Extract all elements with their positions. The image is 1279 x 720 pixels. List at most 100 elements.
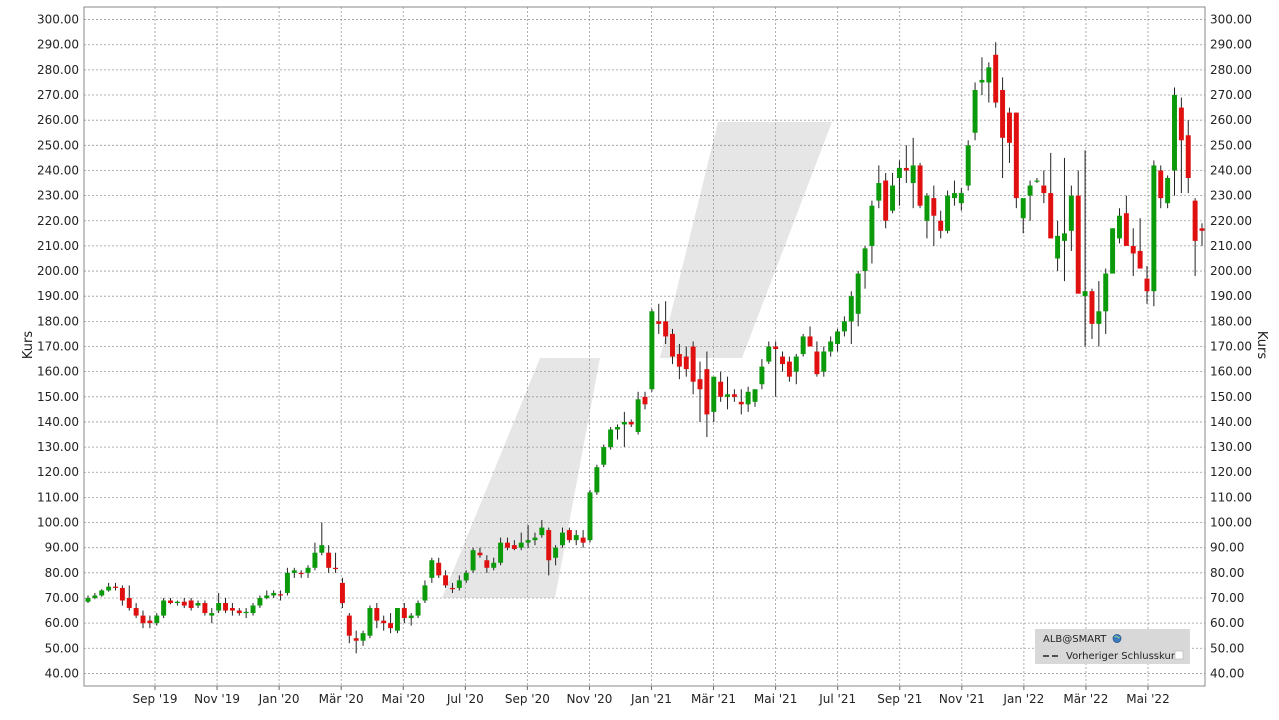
candle-body-down — [278, 594, 284, 596]
candle — [642, 391, 648, 410]
candle-body-up — [209, 613, 215, 616]
candle — [862, 245, 868, 289]
candle — [566, 527, 572, 543]
candle — [491, 557, 497, 571]
candle — [690, 341, 696, 395]
candle — [1185, 120, 1191, 194]
y-tick-label-left: 100.00 — [37, 516, 79, 530]
candle-body-up — [945, 195, 951, 231]
candle-body-up — [649, 311, 655, 390]
y-tick-label-left: 250.00 — [37, 138, 79, 152]
y-tick-label-left: 190.00 — [37, 289, 79, 303]
y-tick-label-left: 50.00 — [45, 641, 79, 655]
candle — [670, 328, 675, 365]
candle — [346, 613, 352, 644]
candle — [979, 57, 985, 96]
y-tick-label-right: 40.00 — [1210, 666, 1244, 680]
y-tick-label-right: 120.00 — [1210, 465, 1252, 479]
candle — [422, 580, 428, 604]
y-tick-label-right: 180.00 — [1210, 314, 1252, 328]
x-tick-label: Mär '21 — [691, 692, 736, 706]
candle — [1103, 268, 1109, 334]
x-axis: Sep '19 Nov '19 Jan '20 Mär '20 Mai '20 Jul '… — [133, 686, 1170, 706]
candle-body-up — [951, 193, 957, 199]
candle-body-down — [546, 530, 552, 561]
globe-icon[interactable] — [1112, 634, 1122, 643]
y-tick-label-right: 240.00 — [1210, 163, 1252, 177]
candle — [257, 595, 263, 609]
candle-body-up — [828, 341, 834, 352]
candle — [154, 613, 160, 626]
candle — [718, 371, 724, 402]
y-tick-label-right: 110.00 — [1210, 490, 1252, 504]
candle — [264, 590, 270, 600]
candle — [1041, 170, 1047, 204]
candle — [745, 386, 751, 412]
candle-body-down — [1000, 89, 1006, 138]
candle-body-down — [147, 620, 153, 624]
candle-body-up — [745, 391, 751, 405]
y-tick-label-left: 290.00 — [37, 38, 79, 52]
candle-body-up — [291, 570, 297, 573]
y-tick-label-left: 150.00 — [37, 390, 79, 404]
candle — [972, 82, 978, 141]
candle-body-down — [140, 615, 146, 624]
candle — [278, 590, 284, 601]
candle-body-up — [415, 603, 421, 616]
candle-body-down — [931, 198, 937, 216]
candle — [841, 316, 847, 337]
candle — [828, 336, 834, 357]
candle — [773, 341, 779, 397]
candle — [986, 62, 992, 103]
candle — [546, 527, 552, 576]
candle — [174, 600, 180, 606]
candle-body-down — [326, 552, 332, 568]
x-tick-label: Mai '21 — [754, 692, 797, 706]
candle-body-up — [800, 336, 806, 355]
candle — [628, 419, 634, 427]
candle — [456, 575, 462, 591]
x-tick-label: Nov '21 — [939, 692, 985, 706]
candle-body-up — [560, 532, 565, 546]
y-tick-label-left: 230.00 — [37, 189, 79, 203]
candle — [126, 585, 132, 611]
candle-body-up — [1061, 233, 1067, 241]
candle-body-up — [621, 421, 627, 425]
candle-body-down — [168, 600, 173, 604]
candle-body-down — [704, 369, 710, 415]
x-tick-label: Mär '22 — [1063, 692, 1108, 706]
candle-body-up — [463, 572, 469, 581]
candle — [195, 600, 201, 609]
candle — [305, 565, 311, 578]
candle-body-down — [339, 582, 345, 604]
candle — [663, 301, 669, 344]
candle — [835, 328, 841, 352]
candle-body-up — [848, 296, 854, 322]
candle — [161, 597, 167, 619]
candle — [587, 489, 593, 543]
candle — [1151, 160, 1157, 307]
y-tick-label-right: 80.00 — [1210, 566, 1244, 580]
candle-body-down — [773, 346, 779, 350]
candle-body-up — [608, 429, 614, 448]
candle — [766, 341, 772, 365]
candle — [1137, 218, 1143, 269]
candle-body-up — [161, 600, 167, 616]
y-tick-label-left: 60.00 — [45, 616, 79, 630]
candle-body-up — [876, 183, 882, 201]
candle — [85, 595, 91, 604]
candle — [216, 592, 222, 614]
y-axis-title-left: Kurs — [21, 331, 36, 359]
x-tick-label: Mai '22 — [1126, 692, 1169, 706]
candle — [738, 389, 744, 415]
candle-body-down — [1013, 112, 1019, 199]
candle — [697, 361, 703, 422]
candle-body-up — [518, 542, 524, 548]
candle-body-down — [1123, 213, 1129, 246]
candle — [291, 567, 297, 578]
candle-body-up — [1117, 215, 1122, 239]
candle — [243, 608, 249, 619]
y-tick-label-right: 150.00 — [1210, 390, 1252, 404]
legend-checkbox[interactable] — [1174, 650, 1184, 660]
candle — [786, 356, 792, 382]
